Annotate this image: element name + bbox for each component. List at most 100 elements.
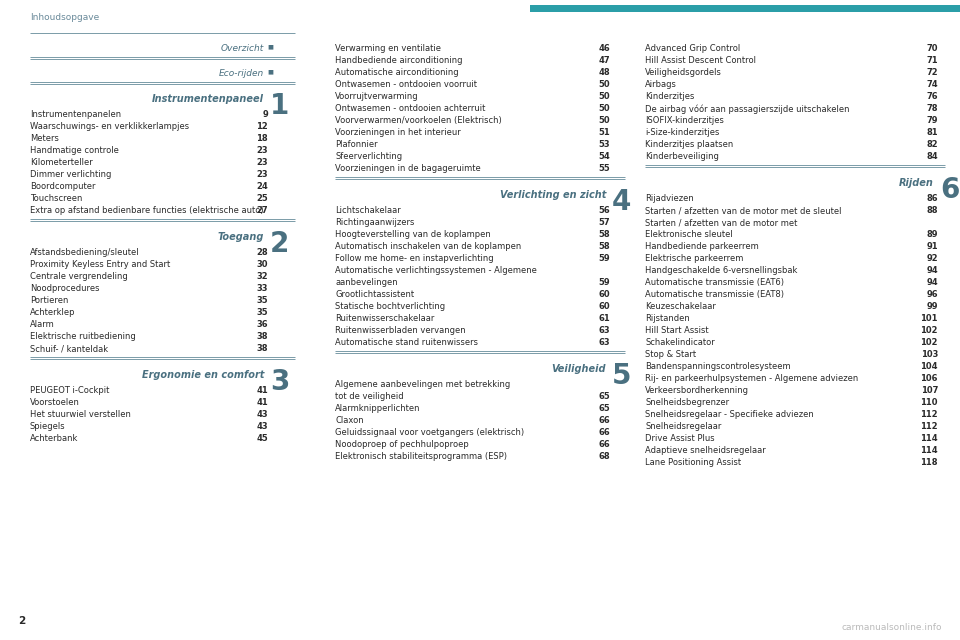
Text: 84: 84 — [926, 152, 938, 161]
Text: ■: ■ — [267, 44, 273, 49]
Text: 68: 68 — [598, 452, 610, 461]
Text: Kinderzitjes plaatsen: Kinderzitjes plaatsen — [645, 140, 733, 149]
Text: 92: 92 — [926, 254, 938, 263]
Text: 61: 61 — [598, 314, 610, 323]
Text: 58: 58 — [598, 242, 610, 251]
Text: 24: 24 — [256, 182, 268, 191]
Text: Noodprocedures: Noodprocedures — [30, 284, 100, 293]
Text: Verkeersbordherkenning: Verkeersbordherkenning — [645, 386, 749, 395]
Text: Handbediende airconditioning: Handbediende airconditioning — [335, 56, 463, 65]
Text: 66: 66 — [598, 428, 610, 437]
Text: 32: 32 — [256, 272, 268, 281]
Text: Voorstoelen: Voorstoelen — [30, 398, 80, 407]
Text: 114: 114 — [921, 446, 938, 455]
Text: Adaptieve snelheidsregelaar: Adaptieve snelheidsregelaar — [645, 446, 766, 455]
Text: 46: 46 — [598, 44, 610, 53]
Text: 3: 3 — [270, 368, 289, 396]
Text: Eco-rijden: Eco-rijden — [219, 69, 264, 78]
Text: 60: 60 — [598, 290, 610, 299]
Text: ISOFIX-kinderzitjes: ISOFIX-kinderzitjes — [645, 116, 724, 125]
Text: Elektrische ruitbediening: Elektrische ruitbediening — [30, 332, 135, 341]
Bar — [530, 5, 960, 12]
Text: 112: 112 — [921, 410, 938, 419]
Text: 50: 50 — [598, 116, 610, 125]
Text: 54: 54 — [598, 152, 610, 161]
Text: Voorzieningen in het interieur: Voorzieningen in het interieur — [335, 128, 461, 137]
Text: Automatische transmissie (EAT8): Automatische transmissie (EAT8) — [645, 290, 784, 299]
Text: 101: 101 — [921, 314, 938, 323]
Text: 18: 18 — [256, 134, 268, 143]
Text: Geluidssignaal voor voetgangers (elektrisch): Geluidssignaal voor voetgangers (elektri… — [335, 428, 524, 437]
Text: aanbevelingen: aanbevelingen — [335, 278, 397, 287]
Text: 60: 60 — [598, 302, 610, 311]
Text: 55: 55 — [598, 164, 610, 173]
Text: 118: 118 — [921, 458, 938, 467]
Text: Afstandsbediening/sleutel: Afstandsbediening/sleutel — [30, 248, 139, 257]
Text: Follow me home- en instapverlichting: Follow me home- en instapverlichting — [335, 254, 493, 263]
Text: Ergonomie en comfort: Ergonomie en comfort — [142, 370, 264, 380]
Text: Automatische verlichtingssystemen - Algemene: Automatische verlichtingssystemen - Alge… — [335, 266, 537, 275]
Text: 45: 45 — [256, 434, 268, 443]
Text: Veiligheid: Veiligheid — [551, 364, 606, 374]
Text: Handmatige controle: Handmatige controle — [30, 146, 119, 155]
Text: Meters: Meters — [30, 134, 59, 143]
Text: 65: 65 — [598, 404, 610, 413]
Text: 96: 96 — [926, 290, 938, 299]
Text: Dimmer verlichting: Dimmer verlichting — [30, 170, 111, 179]
Text: 43: 43 — [256, 422, 268, 431]
Text: 41: 41 — [256, 386, 268, 395]
Text: Inhoudsopgave: Inhoudsopgave — [30, 13, 99, 22]
Text: 30: 30 — [256, 260, 268, 269]
Text: carmanualsonline.info: carmanualsonline.info — [842, 623, 942, 632]
Text: Extra op afstand bedienbare functies (elektrische auto): Extra op afstand bedienbare functies (el… — [30, 206, 264, 215]
Text: Sfeerverlichting: Sfeerverlichting — [335, 152, 402, 161]
Text: Voorrujtverwarming: Voorrujtverwarming — [335, 92, 419, 101]
Text: De airbag vóór aan passagierszijde uitschakelen: De airbag vóór aan passagierszijde uitsc… — [645, 104, 850, 113]
Text: Veiligheidsgordels: Veiligheidsgordels — [645, 68, 722, 77]
Text: Waarschuwings- en verklikkerlampjes: Waarschuwings- en verklikkerlampjes — [30, 122, 189, 131]
Text: 86: 86 — [926, 194, 938, 203]
Text: i-Size-kinderzitjes: i-Size-kinderzitjes — [645, 128, 719, 137]
Text: 53: 53 — [598, 140, 610, 149]
Text: Drive Assist Plus: Drive Assist Plus — [645, 434, 714, 443]
Text: 89: 89 — [926, 230, 938, 239]
Text: Alarmknipperlichten: Alarmknipperlichten — [335, 404, 420, 413]
Text: Hill Start Assist: Hill Start Assist — [645, 326, 708, 335]
Text: Bandenspanningscontrolesysteem: Bandenspanningscontrolesysteem — [645, 362, 791, 371]
Text: 59: 59 — [598, 278, 610, 287]
Text: 102: 102 — [921, 326, 938, 335]
Text: Rijden: Rijden — [900, 178, 934, 188]
Text: PEUGEOT i-Cockpit: PEUGEOT i-Cockpit — [30, 386, 109, 395]
Text: Kinderzitjes: Kinderzitjes — [645, 92, 694, 101]
Text: 102: 102 — [921, 338, 938, 347]
Text: 50: 50 — [598, 104, 610, 113]
Text: Schakelindicator: Schakelindicator — [645, 338, 715, 347]
Text: 33: 33 — [256, 284, 268, 293]
Text: Handbediende parkeerrem: Handbediende parkeerrem — [645, 242, 758, 251]
Text: 94: 94 — [926, 266, 938, 275]
Text: Starten / afzetten van de motor met de sleutel: Starten / afzetten van de motor met de s… — [645, 206, 842, 215]
Text: Ontwasemen - ontdooien voorruit: Ontwasemen - ontdooien voorruit — [335, 80, 477, 89]
Text: 91: 91 — [926, 242, 938, 251]
Text: Rij- en parkeerhulpsystemen - Algemene adviezen: Rij- en parkeerhulpsystemen - Algemene a… — [645, 374, 858, 383]
Text: Schuif- / kanteldak: Schuif- / kanteldak — [30, 344, 108, 353]
Text: 43: 43 — [256, 410, 268, 419]
Text: 23: 23 — [256, 158, 268, 167]
Text: Kilometerteller: Kilometerteller — [30, 158, 93, 167]
Text: 104: 104 — [921, 362, 938, 371]
Text: 99: 99 — [926, 302, 938, 311]
Text: Lane Positioning Assist: Lane Positioning Assist — [645, 458, 741, 467]
Text: 9: 9 — [262, 110, 268, 119]
Text: 66: 66 — [598, 416, 610, 425]
Text: Stop & Start: Stop & Start — [645, 350, 696, 359]
Text: Instrumentenpanelen: Instrumentenpanelen — [30, 110, 121, 119]
Text: 56: 56 — [598, 206, 610, 215]
Text: 59: 59 — [598, 254, 610, 263]
Text: Instrumentenpaneel: Instrumentenpaneel — [152, 94, 264, 104]
Text: 25: 25 — [256, 194, 268, 203]
Text: 71: 71 — [926, 56, 938, 65]
Text: Ontwasemen - ontdooien achterruit: Ontwasemen - ontdooien achterruit — [335, 104, 486, 113]
Text: Touchscreen: Touchscreen — [30, 194, 83, 203]
Text: Snelheidsbegrenzer: Snelheidsbegrenzer — [645, 398, 730, 407]
Text: Starten / afzetten van de motor met: Starten / afzetten van de motor met — [645, 218, 798, 227]
